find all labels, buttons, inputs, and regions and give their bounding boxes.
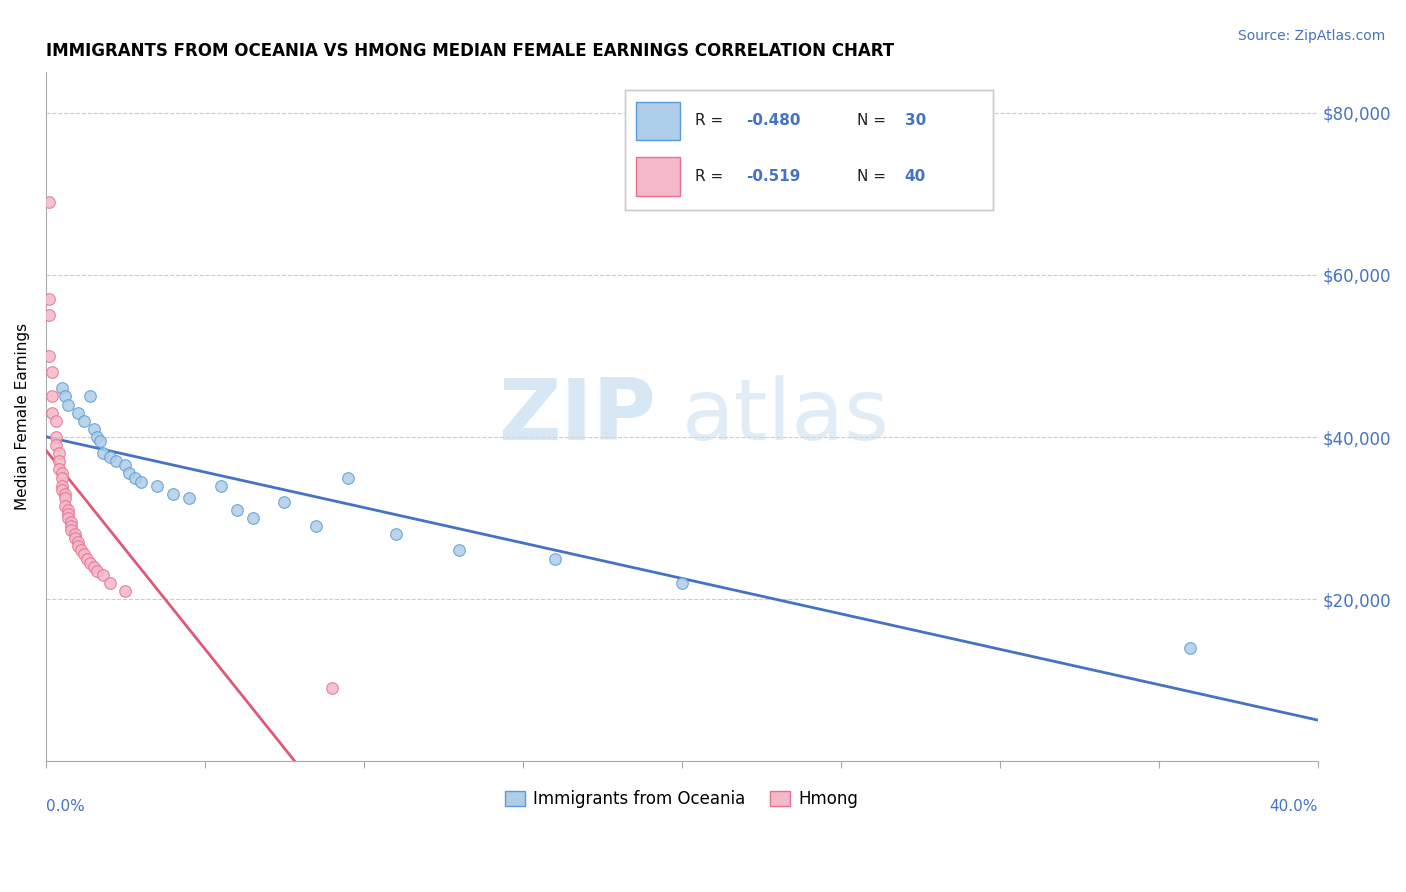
Point bbox=[79, 390, 101, 404]
Point bbox=[48, 446, 70, 460]
Point bbox=[124, 470, 146, 484]
Point bbox=[38, 293, 60, 307]
Text: IMMIGRANTS FROM OCEANIA VS HMONG MEDIAN FEMALE EARNINGS CORRELATION CHART: IMMIGRANTS FROM OCEANIA VS HMONG MEDIAN … bbox=[46, 42, 894, 60]
Point bbox=[131, 475, 153, 489]
Point bbox=[114, 583, 136, 598]
Point bbox=[79, 556, 101, 570]
Point bbox=[38, 349, 60, 363]
Point bbox=[671, 575, 693, 590]
Point bbox=[66, 406, 89, 420]
Point bbox=[336, 470, 359, 484]
Point bbox=[53, 390, 76, 404]
Point bbox=[177, 491, 200, 505]
Point bbox=[58, 398, 80, 412]
Point bbox=[384, 527, 406, 541]
Point bbox=[44, 430, 66, 444]
Point bbox=[73, 548, 96, 562]
Point bbox=[51, 478, 73, 492]
Point bbox=[51, 470, 73, 484]
Point bbox=[48, 454, 70, 468]
Point bbox=[44, 414, 66, 428]
Point bbox=[86, 564, 108, 578]
Text: atlas: atlas bbox=[682, 376, 890, 458]
Point bbox=[242, 511, 264, 525]
Point bbox=[83, 422, 105, 436]
Point bbox=[53, 491, 76, 505]
Point bbox=[58, 507, 80, 521]
Point bbox=[98, 575, 121, 590]
Point bbox=[117, 467, 139, 481]
Point bbox=[89, 434, 111, 448]
Point bbox=[66, 540, 89, 554]
Point bbox=[51, 381, 73, 395]
Point bbox=[44, 438, 66, 452]
Point bbox=[273, 495, 295, 509]
Text: ZIP: ZIP bbox=[499, 376, 657, 458]
Point bbox=[225, 503, 247, 517]
Point bbox=[449, 543, 471, 558]
Point bbox=[98, 450, 121, 465]
Point bbox=[41, 406, 63, 420]
Y-axis label: Median Female Earnings: Median Female Earnings bbox=[15, 323, 30, 510]
Point bbox=[91, 446, 114, 460]
Point bbox=[63, 527, 86, 541]
Point bbox=[60, 519, 83, 533]
Point bbox=[51, 483, 73, 497]
Point bbox=[63, 531, 86, 545]
Point bbox=[1180, 640, 1202, 655]
Point bbox=[91, 567, 114, 582]
Point bbox=[162, 486, 184, 500]
Text: Source: ZipAtlas.com: Source: ZipAtlas.com bbox=[1237, 29, 1385, 43]
Point bbox=[321, 681, 343, 695]
Point bbox=[48, 462, 70, 476]
Point bbox=[114, 458, 136, 473]
Point bbox=[51, 467, 73, 481]
Point bbox=[146, 478, 169, 492]
Text: 0.0%: 0.0% bbox=[46, 799, 84, 814]
Point bbox=[209, 478, 232, 492]
Text: 40.0%: 40.0% bbox=[1270, 799, 1317, 814]
Point bbox=[41, 390, 63, 404]
Point bbox=[104, 454, 127, 468]
Point bbox=[38, 195, 60, 210]
Point bbox=[58, 503, 80, 517]
Point bbox=[53, 499, 76, 513]
Point bbox=[53, 486, 76, 500]
Point bbox=[76, 551, 98, 566]
Point bbox=[305, 519, 328, 533]
Point bbox=[60, 523, 83, 537]
Point bbox=[543, 551, 565, 566]
Point bbox=[60, 515, 83, 529]
Point bbox=[38, 309, 60, 323]
Point bbox=[86, 430, 108, 444]
Point bbox=[66, 535, 89, 549]
Point bbox=[41, 365, 63, 379]
Point bbox=[83, 559, 105, 574]
Point bbox=[58, 511, 80, 525]
Point bbox=[73, 414, 96, 428]
Point bbox=[70, 543, 93, 558]
Legend: Immigrants from Oceania, Hmong: Immigrants from Oceania, Hmong bbox=[498, 783, 865, 814]
